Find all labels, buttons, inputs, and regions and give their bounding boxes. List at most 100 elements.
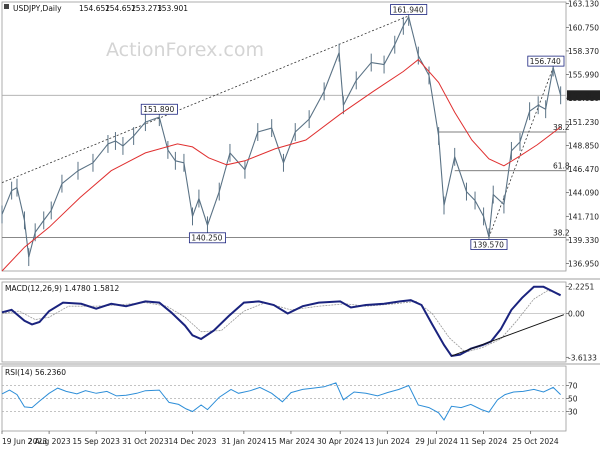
trendline [1,15,409,184]
x-tick-label: 15 Mar 2024 [267,437,315,446]
symbol-label: USDJPY,Daily [13,4,62,13]
price-segment [537,104,546,110]
fib-level-label: 61.8 [553,162,570,171]
price-segment [394,25,404,45]
rsi-tick-label: 50 [568,395,578,404]
price-segment [50,183,63,211]
x-tick-label: 29 Jul 2024 [415,437,458,446]
fib-level-label: 38.2 [553,123,570,132]
price-segment [338,52,344,106]
price-segment [229,152,246,171]
x-tick-label: 13 Jun 2024 [365,437,410,446]
price-segment [488,194,494,238]
collapse-arrow-icon [4,4,9,9]
macd-title: MACD(12,26,9) 1.4780 1.5812 [5,284,119,293]
price-segment [545,67,554,110]
price-segment [342,80,357,106]
y-tick-label: 151.230 [568,118,599,127]
x-tick-label: 15 Sep 2023 [72,437,120,446]
price-segment [519,111,531,143]
ohlc-value: 153.901 [157,4,188,13]
x-tick-label: 31 Jan 2024 [221,437,266,446]
price-segment [11,187,18,192]
x-tick-label: 11 Sep 2024 [460,437,508,446]
price-segment [61,170,79,185]
x-tick-label: 30 Apr 2024 [317,437,364,446]
x-tick-label: 31 Oct 2023 [122,437,169,446]
price-segment [244,131,259,170]
price-segment [1,190,13,215]
price-segment [271,127,284,163]
price-segment [145,116,160,123]
price-segment [402,16,410,27]
price-segment [16,187,26,221]
price-segment [294,118,310,133]
pivot-label: 161.940 [393,5,424,14]
price-segment [77,162,94,172]
watermark: ActionForex.com [106,39,264,61]
y-tick-label: 148.850 [568,141,599,150]
x-tick-label: 19 Jun 2023 [2,437,47,446]
price-segment [28,232,36,258]
rsi-tick-label: 70 [568,382,578,391]
y-tick-label: 160.750 [568,23,599,32]
trendline [488,67,554,238]
price-segment [92,143,109,164]
last-price-label: 153.901 [568,91,599,100]
y-tick-label: 158.370 [568,47,599,56]
y-tick-label: 136.950 [568,260,599,269]
y-tick-label: 139.330 [568,236,599,245]
price-segment [167,149,176,162]
macd-line [1,285,562,357]
last-price-badge [567,90,600,101]
y-tick-label: 155.990 [568,71,599,80]
price-segment [503,150,512,205]
moving-average-line [1,58,561,272]
price-segment [218,152,231,192]
price-segment [511,141,521,152]
price-segment [466,191,476,201]
pivot-label-box [470,239,508,250]
price-segment [371,62,385,66]
pivot-label-box [140,103,178,115]
price-segment [158,117,169,151]
fib-level-label: 38.2 [553,228,570,237]
price-segment [43,210,52,221]
rsi-line [1,382,561,421]
x-tick-label: 2 Aug 2023 [27,437,70,446]
macd-trendline [451,314,565,357]
macd-tick-label: -3.6133 [568,353,597,362]
price-segment [191,198,200,217]
pivot-label: 156.740 [530,57,561,66]
pivot-label-box [188,232,226,244]
price-segment [107,140,116,145]
price-segment [183,162,194,217]
price-segment [206,191,220,226]
price-segment [122,135,135,147]
y-tick-label: 146.470 [568,165,599,174]
price-segment [529,104,539,112]
price-segment [34,220,45,233]
ohlc-value: 154.652 [105,4,136,13]
price-panel-frame [1,1,567,272]
price-segment [355,62,372,81]
x-tick-label: 25 Oct 2024 [512,437,559,446]
price-segment [133,121,146,137]
macd-tick-label: 2.2251 [568,283,594,292]
price-segment [474,200,485,217]
ohlc-value: 153.273 [131,4,162,13]
pivot-label-box [527,55,565,67]
rsi-tick-label: 30 [568,408,578,417]
price-segment [257,127,272,133]
price-segment [308,91,325,120]
y-tick-label: 144.090 [568,189,599,198]
price-segment [443,156,456,206]
price-segment [428,75,440,137]
y-tick-label: 163.130 [568,0,599,9]
pivot-label: 139.570 [473,240,504,249]
price-segment [408,16,419,56]
pivot-label: 151.890 [143,105,174,114]
macd-tick-label: 0.00 [568,310,585,319]
price-segment [383,44,396,65]
